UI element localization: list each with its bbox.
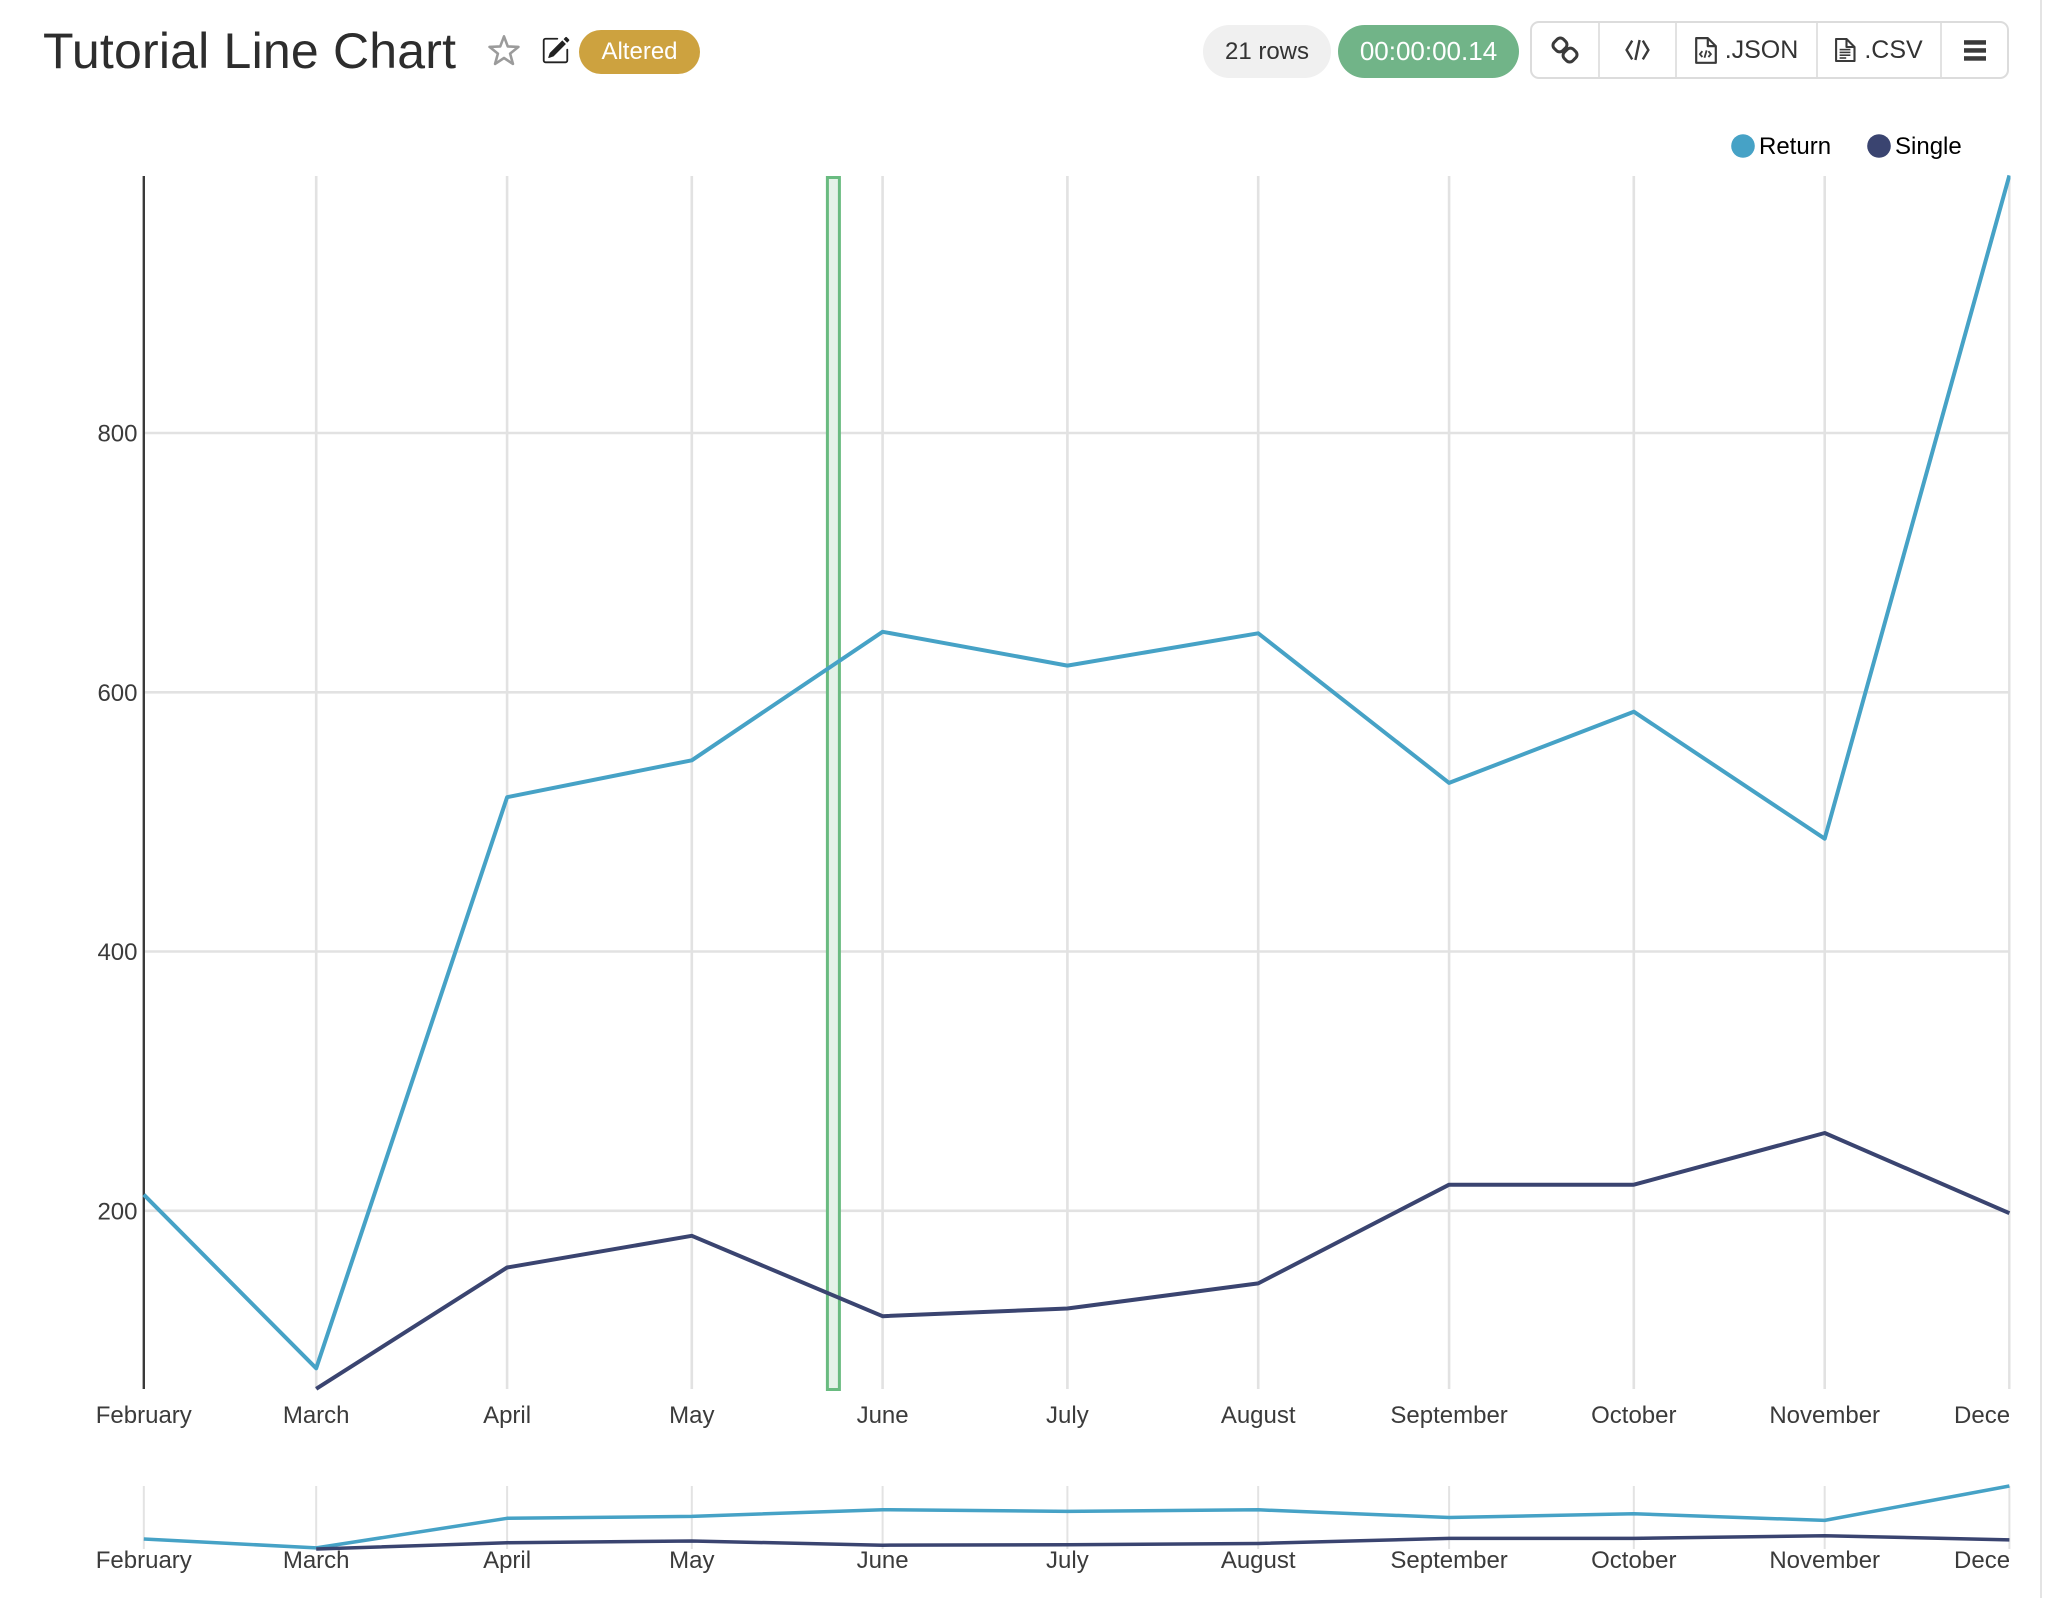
svg-text:May: May — [669, 1402, 714, 1429]
svg-text:800: 800 — [97, 421, 137, 448]
svg-text:March: March — [283, 1402, 350, 1429]
svg-text:April: April — [483, 1547, 531, 1574]
svg-text:July: July — [1046, 1402, 1089, 1429]
svg-text:November: November — [1769, 1547, 1880, 1574]
svg-text:November: November — [1769, 1402, 1880, 1429]
svg-text:June: June — [857, 1547, 909, 1574]
svg-text:June: June — [857, 1402, 909, 1429]
svg-text:600: 600 — [97, 680, 137, 707]
svg-text:August: August — [1221, 1547, 1296, 1574]
svg-text:April: April — [483, 1402, 531, 1429]
svg-text:September: September — [1390, 1402, 1507, 1429]
svg-text:200: 200 — [97, 1198, 137, 1225]
svg-text:February: February — [96, 1547, 192, 1574]
svg-text:400: 400 — [97, 939, 137, 966]
svg-text:August: August — [1221, 1402, 1296, 1429]
svg-text:December: December — [1954, 1547, 2050, 1574]
svg-text:July: July — [1046, 1547, 1089, 1574]
svg-text:February: February — [96, 1402, 192, 1429]
svg-text:March: March — [283, 1547, 350, 1574]
svg-text:May: May — [669, 1547, 714, 1574]
svg-text:October: October — [1591, 1547, 1676, 1574]
svg-text:December: December — [1954, 1402, 2050, 1429]
svg-text:October: October — [1591, 1402, 1676, 1429]
svg-text:September: September — [1390, 1547, 1507, 1574]
